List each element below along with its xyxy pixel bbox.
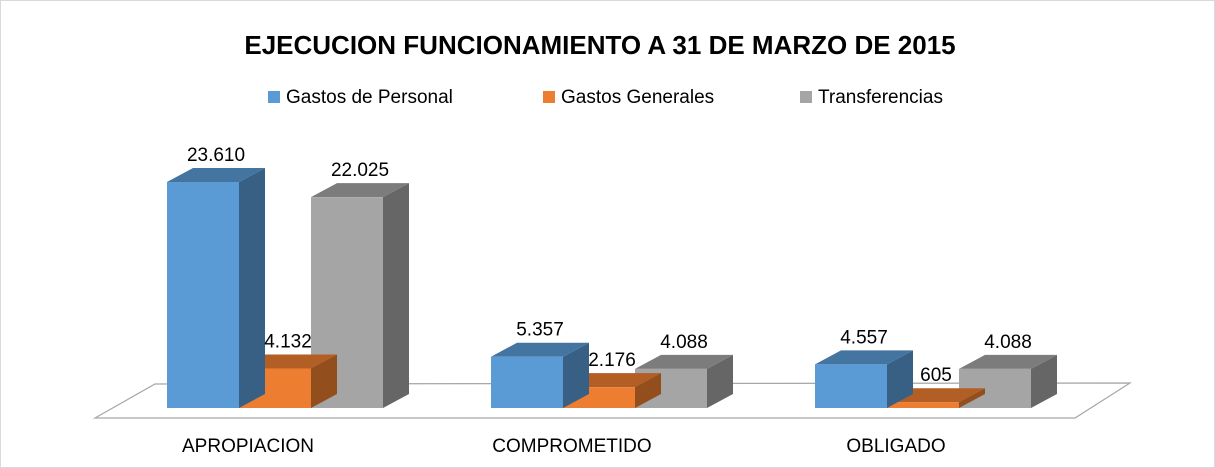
bar [491, 356, 563, 408]
bar-side [959, 388, 985, 408]
x-tick-label: OBLIGADO [846, 436, 945, 457]
bar-side [1031, 354, 1057, 408]
data-label: 4.557 [840, 327, 888, 348]
data-label: 5.357 [516, 320, 564, 341]
data-label: 23.610 [187, 145, 245, 166]
legend-label: Transferencias [818, 87, 943, 108]
data-label: 4.088 [660, 332, 708, 353]
legend-swatch [800, 91, 812, 103]
data-label: 4.132 [264, 331, 312, 352]
x-tick-label: COMPROMETIDO [492, 436, 651, 457]
data-label: 2.176 [588, 350, 636, 371]
bar-top [311, 183, 409, 198]
bar-side [383, 183, 409, 408]
bar-side [239, 168, 265, 408]
legend-swatch [268, 91, 280, 103]
bar-top [959, 354, 1057, 369]
bar-top [167, 168, 265, 182]
floor [92, 382, 1133, 419]
legend-label: Gastos Generales [561, 87, 714, 108]
bar [167, 182, 239, 408]
bar-side [311, 354, 337, 408]
bar-side [887, 350, 913, 408]
bar-top [815, 350, 913, 365]
bar-side [563, 342, 589, 408]
bar [815, 364, 887, 408]
data-label: 4.088 [984, 332, 1032, 353]
legend-swatch [543, 91, 555, 103]
bar-top [635, 354, 733, 369]
legend-label: Gastos de Personal [286, 87, 453, 108]
bar-side [635, 373, 661, 408]
bar-top [491, 342, 589, 357]
bar-side [707, 354, 733, 408]
x-tick-label: APROPIACION [182, 436, 314, 457]
data-label: 605 [920, 365, 952, 386]
data-label: 22.025 [331, 160, 389, 181]
chart-title: EJECUCION FUNCIONAMIENTO A 31 DE MARZO D… [244, 30, 955, 60]
bar [887, 402, 959, 408]
